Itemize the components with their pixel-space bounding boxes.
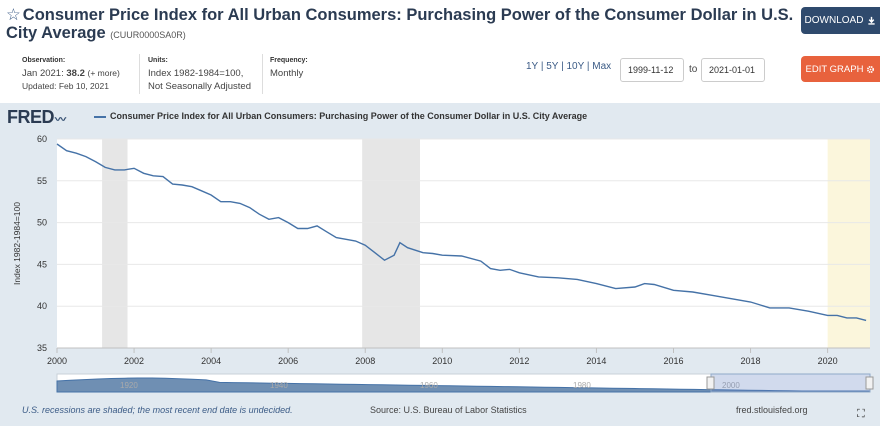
x-tick-label: 2010 <box>432 356 452 366</box>
observation-value: 38.2 <box>66 68 85 79</box>
range-5y-button[interactable]: 5Y <box>546 61 559 72</box>
to-label: to <box>689 64 698 75</box>
x-tick-label: 2002 <box>124 356 144 366</box>
range-10y-button[interactable]: 10Y <box>566 61 585 72</box>
source-url[interactable]: fred.stlouisfed.org <box>736 405 808 415</box>
units-label: Units: <box>148 57 168 64</box>
start-date-input[interactable]: 1999-11-12 <box>620 58 684 82</box>
x-tick-label: 2016 <box>663 356 683 366</box>
series-title: Consumer Price Index for All Urban Consu… <box>6 6 794 42</box>
navigator-left-handle[interactable] <box>706 376 715 390</box>
plot-background <box>57 139 870 348</box>
navigator-window[interactable] <box>710 373 871 393</box>
undecided-shade <box>827 139 870 348</box>
y-tick-label: 60 <box>37 134 47 144</box>
fullscreen-icon[interactable]: ⛶ <box>857 408 865 420</box>
edit-graph-button[interactable]: EDIT GRAPH <box>801 56 880 82</box>
series-code: (CUUR0000SA0R) <box>110 30 186 40</box>
navigator-area <box>56 377 871 393</box>
x-tick-label: 2008 <box>355 356 375 366</box>
navigator-label: 1980 <box>573 381 591 390</box>
star-icon[interactable]: ☆ <box>6 6 21 24</box>
fred-logo: FRED〰 <box>7 107 66 127</box>
observation-block: Observation: Jan 2021: 38.2 (+ more) Upd… <box>22 54 120 93</box>
range-selector: 1Y | 5Y | 10Y | Max <box>526 61 611 72</box>
units-block: Units: Index 1982-1984=100, Not Seasonal… <box>148 54 251 93</box>
meta-divider <box>262 54 263 94</box>
navigator-right-handle[interactable] <box>865 376 874 390</box>
legend-label: Consumer Price Index for All Urban Consu… <box>110 111 588 121</box>
updated-text: Updated: Feb 10, 2021 <box>22 81 109 91</box>
y-axis-title: Index 1982-1984=100 <box>12 202 22 285</box>
navigator-label: 1920 <box>120 381 138 390</box>
range-1y-button[interactable]: 1Y <box>526 61 539 72</box>
line-chart: 35 40 45 50 55 60 2000 2002 2004 2006 2008 2010 2012… <box>12 134 874 393</box>
y-tick-label: 35 <box>37 343 47 353</box>
frequency-block: Frequency: Monthly <box>270 54 308 80</box>
range-separator: | <box>586 61 590 72</box>
observation-more-link[interactable]: (+ more) <box>87 68 120 78</box>
navigator-label: 1940 <box>270 381 288 390</box>
x-tick-label: 2004 <box>201 356 221 366</box>
x-tick-label: 2000 <box>47 356 67 366</box>
recession-note: U.S. recessions are shaded; the most rec… <box>22 405 293 415</box>
download-button[interactable]: DOWNLOAD <box>801 7 880 34</box>
sparkline-icon: 〰 <box>55 114 66 126</box>
observation-label: Observation: <box>22 57 66 64</box>
recession-shade <box>102 139 128 348</box>
frequency-label: Frequency: <box>270 57 308 64</box>
y-tick-label: 45 <box>37 259 47 269</box>
navigator-label: 2000 <box>722 381 740 390</box>
recession-shade <box>362 139 420 348</box>
download-icon <box>868 16 876 25</box>
end-date-input[interactable]: 2021-01-01 <box>701 58 765 82</box>
legend-swatch <box>94 116 106 118</box>
source-text: Source: U.S. Bureau of Labor Statistics <box>370 405 527 415</box>
frequency-value: Monthly <box>270 68 304 79</box>
series-line <box>56 143 867 322</box>
y-tick-label: 55 <box>37 176 47 186</box>
range-separator: | <box>561 61 564 72</box>
navigator-label: 1960 <box>420 381 438 390</box>
x-tick-label: 2020 <box>818 356 838 366</box>
gear-icon <box>867 65 875 73</box>
page-title: ☆ Consumer Price Index for All Urban Cons… <box>6 6 796 44</box>
y-tick-label: 50 <box>37 218 47 228</box>
range-max-button[interactable]: Max <box>592 61 612 72</box>
units-line2: Not Seasonally Adjusted <box>148 81 251 92</box>
range-separator: | <box>540 61 544 72</box>
x-tick-label: 2018 <box>741 356 761 366</box>
x-tick-label: 2012 <box>509 356 529 366</box>
observation-date: Jan 2021: <box>22 68 64 79</box>
meta-divider <box>139 54 140 94</box>
x-tick-label: 2006 <box>278 356 298 366</box>
units-line1: Index 1982-1984=100, <box>148 68 244 79</box>
y-tick-label: 40 <box>37 301 47 311</box>
x-tick-label: 2014 <box>586 356 606 366</box>
